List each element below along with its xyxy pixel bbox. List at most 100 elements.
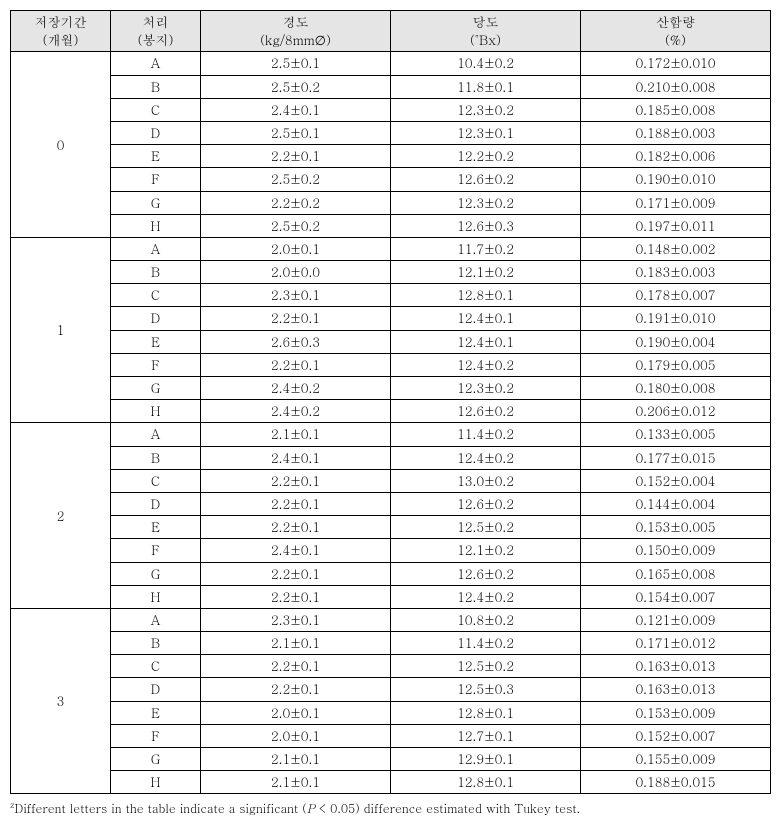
cell-hardness: 2.4±0.2 xyxy=(201,377,391,400)
cell-period: 0 xyxy=(11,52,111,238)
table-row: D2.2±0.112.6±0.20.144±0.004 xyxy=(11,492,771,515)
cell-treatment: G xyxy=(111,562,201,585)
cell-treatment: B xyxy=(111,446,201,469)
cell-brix: 12.4±0.1 xyxy=(391,307,581,330)
header-acid: 산함량 (%) xyxy=(581,11,771,52)
cell-acid: 0.153±0.005 xyxy=(581,516,771,539)
cell-brix: 12.1±0.2 xyxy=(391,539,581,562)
cell-hardness: 2.2±0.2 xyxy=(201,191,391,214)
cell-treatment: E xyxy=(111,701,201,724)
cell-hardness: 2.2±0.1 xyxy=(201,492,391,515)
header-acid-line1: 산함량 xyxy=(656,12,695,31)
cell-brix: 12.5±0.3 xyxy=(391,678,581,701)
cell-brix: 12.6±0.2 xyxy=(391,492,581,515)
cell-hardness: 2.4±0.1 xyxy=(201,446,391,469)
table-row: E2.6±0.312.4±0.10.190±0.004 xyxy=(11,330,771,353)
cell-treatment: A xyxy=(111,52,201,75)
cell-treatment: G xyxy=(111,748,201,771)
table-row: G2.2±0.112.6±0.20.165±0.008 xyxy=(11,562,771,585)
cell-treatment: E xyxy=(111,516,201,539)
table-row: B2.0±0.012.1±0.20.183±0.003 xyxy=(11,261,771,284)
cell-brix: 12.4±0.2 xyxy=(391,446,581,469)
cell-hardness: 2.4±0.1 xyxy=(201,98,391,121)
table-row: F2.0±0.112.7±0.10.152±0.007 xyxy=(11,724,771,747)
table-row: C2.2±0.113.0±0.20.152±0.004 xyxy=(11,469,771,492)
header-treatment-line1: 처리 xyxy=(143,12,169,31)
header-treatment-line2: (봉지) xyxy=(115,31,196,49)
cell-treatment: H xyxy=(111,585,201,608)
cell-hardness: 2.0±0.1 xyxy=(201,237,391,260)
table-row: D2.5±0.112.3±0.10.188±0.003 xyxy=(11,121,771,144)
cell-hardness: 2.1±0.1 xyxy=(201,748,391,771)
cell-treatment: A xyxy=(111,237,201,260)
cell-hardness: 2.2±0.1 xyxy=(201,145,391,168)
header-brix-line1: 당도 xyxy=(473,12,499,31)
cell-brix: 12.2±0.2 xyxy=(391,145,581,168)
table-row: 3A2.3±0.110.8±0.20.121±0.009 xyxy=(11,608,771,631)
cell-treatment: D xyxy=(111,307,201,330)
cell-treatment: C xyxy=(111,469,201,492)
header-brix: 당도 (˚Bx) xyxy=(391,11,581,52)
cell-acid: 0.133±0.005 xyxy=(581,423,771,446)
cell-acid: 0.148±0.002 xyxy=(581,237,771,260)
cell-brix: 11.4±0.2 xyxy=(391,423,581,446)
data-table: 저장기간 (개월) 처리 (봉지) 경도 (kg/8mm∅) 당도 (˚Bx) … xyxy=(10,10,771,794)
cell-hardness: 2.5±0.2 xyxy=(201,214,391,237)
cell-brix: 12.8±0.1 xyxy=(391,284,581,307)
cell-treatment: F xyxy=(111,353,201,376)
cell-brix: 12.7±0.1 xyxy=(391,724,581,747)
cell-hardness: 2.5±0.1 xyxy=(201,52,391,75)
table-row: F2.2±0.112.4±0.20.179±0.005 xyxy=(11,353,771,376)
cell-treatment: D xyxy=(111,492,201,515)
cell-acid: 0.163±0.013 xyxy=(581,655,771,678)
cell-treatment: B xyxy=(111,632,201,655)
cell-brix: 12.6±0.2 xyxy=(391,562,581,585)
cell-brix: 12.6±0.3 xyxy=(391,214,581,237)
cell-hardness: 2.2±0.1 xyxy=(201,307,391,330)
cell-acid: 0.185±0.008 xyxy=(581,98,771,121)
header-period-line1: 저장기간 xyxy=(35,12,87,31)
cell-acid: 0.171±0.009 xyxy=(581,191,771,214)
cell-treatment: F xyxy=(111,168,201,191)
table-header: 저장기간 (개월) 처리 (봉지) 경도 (kg/8mm∅) 당도 (˚Bx) … xyxy=(11,11,771,52)
cell-treatment: H xyxy=(111,214,201,237)
footnote: zDifferent letters in the table indicate… xyxy=(10,794,770,817)
cell-acid: 0.179±0.005 xyxy=(581,353,771,376)
cell-treatment: A xyxy=(111,423,201,446)
cell-hardness: 2.6±0.3 xyxy=(201,330,391,353)
header-brix-line2: (˚Bx) xyxy=(395,31,576,49)
cell-period: 1 xyxy=(11,237,111,423)
cell-acid: 0.180±0.008 xyxy=(581,377,771,400)
cell-brix: 12.3±0.2 xyxy=(391,191,581,214)
table-row: E2.0±0.112.8±0.10.153±0.009 xyxy=(11,701,771,724)
header-hardness-line1: 경도 xyxy=(283,12,309,31)
cell-brix: 12.4±0.2 xyxy=(391,353,581,376)
cell-treatment: D xyxy=(111,121,201,144)
cell-brix: 12.6±0.2 xyxy=(391,400,581,423)
cell-acid: 0.150±0.009 xyxy=(581,539,771,562)
cell-brix: 12.5±0.2 xyxy=(391,655,581,678)
cell-brix: 13.0±0.2 xyxy=(391,469,581,492)
cell-acid: 0.206±0.012 xyxy=(581,400,771,423)
footnote-p: P xyxy=(307,800,315,817)
cell-hardness: 2.2±0.1 xyxy=(201,678,391,701)
cell-treatment: H xyxy=(111,771,201,794)
cell-brix: 12.3±0.2 xyxy=(391,98,581,121)
header-hardness: 경도 (kg/8mm∅) xyxy=(201,11,391,52)
cell-acid: 0.177±0.015 xyxy=(581,446,771,469)
cell-brix: 12.3±0.2 xyxy=(391,377,581,400)
cell-hardness: 2.0±0.0 xyxy=(201,261,391,284)
cell-hardness: 2.2±0.1 xyxy=(201,516,391,539)
cell-treatment: H xyxy=(111,400,201,423)
header-period: 저장기간 (개월) xyxy=(11,11,111,52)
cell-acid: 0.190±0.004 xyxy=(581,330,771,353)
cell-brix: 11.4±0.2 xyxy=(391,632,581,655)
table-row: F2.4±0.112.1±0.20.150±0.009 xyxy=(11,539,771,562)
cell-acid: 0.152±0.004 xyxy=(581,469,771,492)
cell-brix: 12.4±0.1 xyxy=(391,330,581,353)
cell-hardness: 2.5±0.1 xyxy=(201,121,391,144)
cell-hardness: 2.4±0.1 xyxy=(201,539,391,562)
cell-brix: 12.4±0.2 xyxy=(391,585,581,608)
header-acid-line2: (%) xyxy=(585,31,766,49)
cell-acid: 0.121±0.009 xyxy=(581,608,771,631)
